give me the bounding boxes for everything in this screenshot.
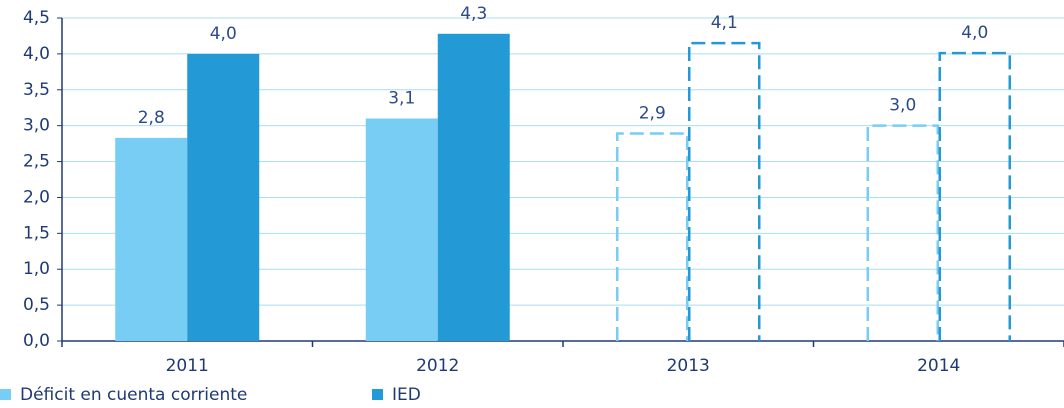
legend-label: Déficit en cuenta corriente xyxy=(20,385,247,405)
data-label: 3,1 xyxy=(388,88,415,108)
y-tick-label: 1,5 xyxy=(23,223,50,243)
data-label: 4,0 xyxy=(210,24,237,44)
legend-swatch xyxy=(372,389,383,400)
y-tick-label: 4,0 xyxy=(23,44,50,64)
x-tick-label: 2014 xyxy=(917,356,960,376)
bar xyxy=(437,33,510,342)
y-tick-label: 1,0 xyxy=(23,259,50,279)
data-label: 3,0 xyxy=(889,96,916,116)
y-tick-label: 3,5 xyxy=(23,80,50,100)
bar xyxy=(616,132,689,341)
y-tick-label: 0,0 xyxy=(23,331,50,351)
y-tick-label: 2,0 xyxy=(23,187,50,207)
bar xyxy=(115,137,188,341)
bar xyxy=(365,118,438,341)
legend-swatch xyxy=(0,389,11,400)
y-tick-label: 0,5 xyxy=(23,295,50,315)
x-tick-label: 2012 xyxy=(416,356,459,376)
y-tick-label: 4,5 xyxy=(23,8,50,28)
bar xyxy=(866,124,939,341)
data-label: 4,0 xyxy=(961,23,988,43)
y-tick-label: 3,0 xyxy=(23,116,50,136)
bar xyxy=(187,53,260,342)
data-label: 2,8 xyxy=(138,108,165,128)
x-tick-label: 2011 xyxy=(166,356,209,376)
data-label: 2,9 xyxy=(639,104,666,124)
x-tick-label: 2013 xyxy=(667,356,710,376)
data-label: 4,3 xyxy=(460,4,487,24)
legend-label: IED xyxy=(392,385,421,405)
y-tick-label: 2,5 xyxy=(23,152,50,172)
data-label: 4,1 xyxy=(711,13,738,33)
bar xyxy=(938,51,1011,341)
bar xyxy=(688,41,761,341)
